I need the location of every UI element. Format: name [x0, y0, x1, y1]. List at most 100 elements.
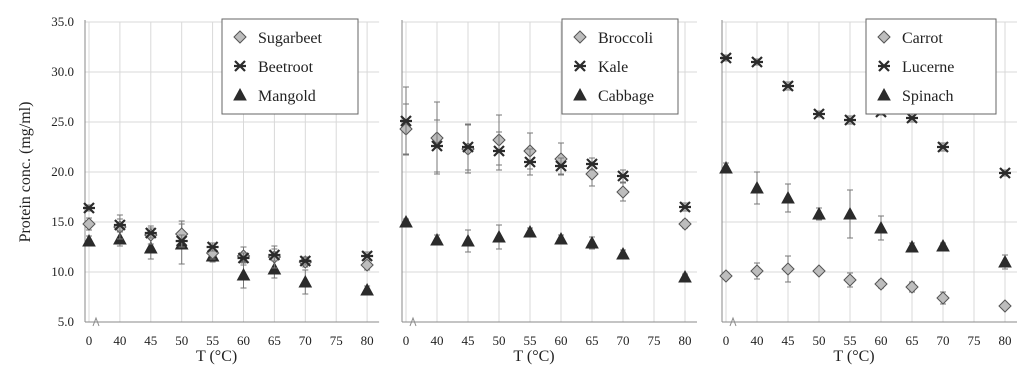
axis-break-mark	[92, 316, 100, 327]
data-point-broccoli	[585, 167, 599, 181]
data-point-spinach	[812, 206, 826, 220]
series-sugarbeet	[82, 214, 374, 272]
x-tick-label: 65	[586, 333, 599, 348]
y-axis-title: Protein conc. (mg/ml)	[17, 102, 34, 243]
data-point-cabbage	[554, 231, 568, 245]
legend: Carrot Lucerne Spinach	[865, 18, 997, 115]
axis-break-mark	[409, 316, 417, 327]
legend-marker-kale	[574, 60, 586, 72]
x-tick-label: 80	[679, 333, 692, 348]
data-point-beetroot	[268, 249, 281, 261]
data-point-broccoli	[678, 217, 692, 231]
data-point-kale	[400, 115, 412, 127]
data-point-lucerne	[720, 52, 732, 64]
data-point-kale	[679, 201, 691, 213]
data-point-carrot	[998, 299, 1012, 313]
chart-panel-1: 5.0 10.0 15.0 20.0 25.0 30.0 35.0 0 40 45 50 55 60 65…	[51, 14, 380, 365]
x-tick-label: 60	[555, 333, 568, 348]
y-tick-label: 10.0	[51, 264, 74, 279]
x-tick-label: 0	[86, 333, 93, 348]
data-point-cabbage	[678, 269, 692, 283]
series-beetroot	[83, 202, 374, 267]
data-point-kale	[555, 160, 567, 172]
data-point-mangold	[298, 274, 313, 288]
data-point-carrot	[905, 280, 919, 294]
legend-label-sugarbeet: Sugarbeet	[258, 30, 323, 47]
data-point-lucerne	[782, 80, 794, 92]
data-point-cabbage	[461, 233, 475, 247]
y-tick-label: 5.0	[58, 314, 74, 329]
data-point-lucerne	[906, 112, 918, 124]
legend: Broccoli Kale Cabbage	[561, 18, 679, 115]
x-tick-label: 40	[113, 333, 126, 348]
x-tick-label: 40	[431, 333, 444, 348]
x-tick-label: 0	[723, 333, 730, 348]
data-point-spinach	[905, 239, 919, 253]
data-point-beetroot	[206, 241, 219, 253]
data-point-spinach	[781, 190, 795, 204]
data-point-cabbage	[616, 246, 630, 260]
x-tick-label: 45	[782, 333, 795, 348]
x-tick-label: 60	[875, 333, 888, 348]
data-point-cabbage	[492, 229, 506, 243]
x-tick-label: 65	[268, 333, 281, 348]
data-point-cabbage	[585, 235, 599, 249]
data-point-cabbage	[399, 214, 413, 228]
data-point-beetroot	[299, 255, 312, 267]
x-tick-label: 40	[751, 333, 764, 348]
data-point-mangold	[236, 267, 251, 281]
x-tick-label: 80	[361, 333, 374, 348]
series-cabbage	[399, 214, 692, 283]
legend-label-carrot: Carrot	[902, 30, 943, 47]
data-point-kale	[524, 156, 536, 168]
data-point-lucerne	[751, 56, 763, 68]
x-axis-title: T (°C)	[513, 348, 554, 365]
data-point-carrot	[812, 264, 826, 278]
x-tick-label: 50	[493, 333, 506, 348]
series-lucerne	[720, 52, 1011, 179]
data-point-beetroot	[83, 202, 95, 214]
chart-panel-3: 0 40 45 50 55 60 65 70 75 80 T (°C) Carrot Lucerne Sp…	[719, 18, 1017, 365]
x-tick-label: 70	[937, 333, 950, 348]
y-tick-label: 35.0	[51, 14, 74, 29]
data-point-beetroot	[361, 250, 374, 262]
legend-marker-broccoli	[573, 30, 587, 44]
legend-marker-lucerne	[878, 60, 890, 72]
data-point-kale	[586, 158, 598, 170]
data-point-mangold	[360, 282, 374, 296]
series-broccoli	[399, 101, 692, 231]
data-point-kale	[462, 141, 474, 153]
x-tick-label: 55	[206, 333, 219, 348]
y-tick-label: 20.0	[51, 164, 74, 179]
data-point-broccoli	[616, 185, 630, 199]
x-axis-title: T (°C)	[196, 348, 237, 365]
series-mangold	[82, 223, 374, 296]
data-point-spinach	[750, 180, 764, 194]
data-point-lucerne	[844, 114, 856, 126]
legend-label-spinach: Spinach	[902, 88, 954, 105]
data-point-spinach	[719, 160, 733, 174]
legend-marker-beetroot	[234, 60, 246, 72]
x-tick-label: 75	[330, 333, 343, 348]
data-point-beetroot	[144, 227, 157, 239]
data-point-kale	[493, 145, 505, 157]
data-point-spinach	[843, 206, 857, 220]
data-point-lucerne	[999, 167, 1011, 179]
data-point-lucerne	[813, 108, 825, 120]
data-point-carrot	[719, 269, 733, 283]
legend-marker-sugarbeet	[233, 30, 247, 44]
legend-label-beetroot: Beetroot	[258, 59, 314, 76]
legend-marker-mangold	[233, 87, 247, 101]
legend: Sugarbeet Beetroot Mangold	[221, 18, 359, 115]
y-tick-label: 15.0	[51, 214, 74, 229]
data-point-kale	[431, 140, 443, 152]
legend-label-cabbage: Cabbage	[598, 88, 654, 105]
x-tick-label: 45	[462, 333, 475, 348]
chart-panel-2: 0 40 45 50 55 60 65 70 75 80 T (°C) Broccoli Kale Cab…	[399, 18, 697, 365]
x-axis-title: T (°C)	[833, 348, 874, 365]
data-point-carrot	[750, 264, 764, 278]
legend-label-kale: Kale	[598, 59, 628, 76]
data-point-beetroot	[113, 219, 126, 231]
data-point-kale	[617, 170, 629, 182]
